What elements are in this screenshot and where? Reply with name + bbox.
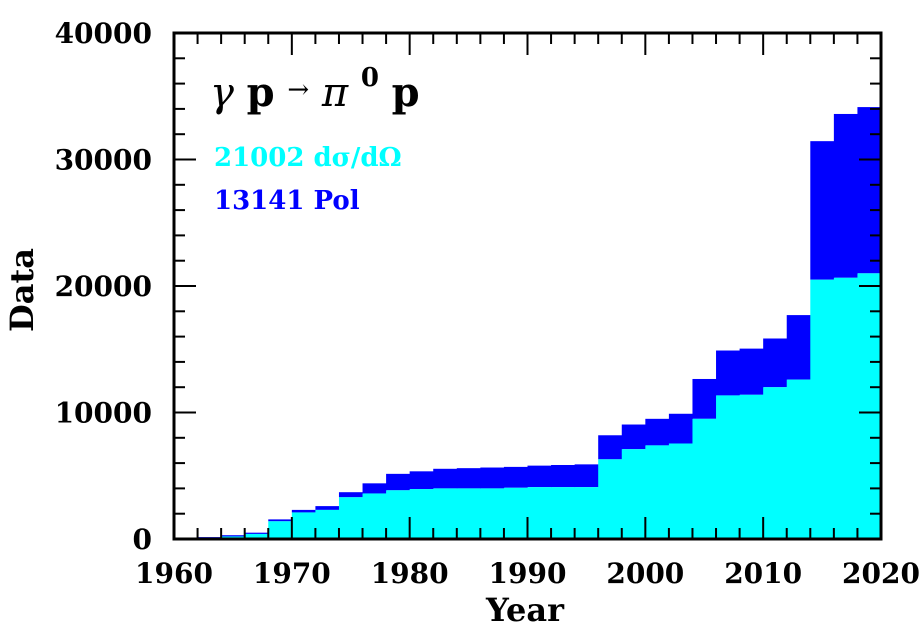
bar-dsigma	[433, 488, 458, 539]
reaction-label: γ p → π 0 p	[210, 50, 420, 116]
y-tick-labels: 0 10000 20000 30000 40000	[55, 17, 152, 556]
y-tick-label: 40000	[55, 17, 152, 50]
bar-pol	[668, 413, 693, 444]
step-histogram	[197, 107, 882, 539]
bar-dsigma	[409, 489, 434, 539]
bar-pol	[810, 141, 835, 280]
x-tick-label: 1960	[135, 557, 213, 590]
bar-pol	[456, 468, 481, 489]
bar-pol	[598, 435, 623, 460]
bar-pol	[221, 535, 246, 537]
y-tick-label: 0	[133, 523, 152, 556]
x-tick-label: 1980	[371, 557, 449, 590]
bar-pol	[645, 418, 670, 446]
bar-dsigma	[551, 487, 576, 539]
bar-pol	[244, 532, 269, 534]
x-axis-title: Year	[485, 591, 565, 629]
bar-pol	[268, 519, 293, 522]
y-tick-label: 10000	[55, 397, 152, 430]
bar-pol	[480, 467, 505, 489]
reaction-proton-out: p	[392, 69, 420, 116]
bar-dsigma	[645, 445, 670, 539]
bar-dsigma	[857, 273, 882, 539]
bar-pol	[291, 509, 316, 513]
bar-dsigma	[692, 418, 717, 539]
x-tick-label: 2010	[724, 557, 802, 590]
reaction-superscript: 0	[361, 63, 379, 93]
bar-pol	[786, 315, 811, 380]
x-tick-label: 1970	[253, 557, 331, 590]
x-tick-labels: 1960 1970 1980 1990 2000 2010 2020	[135, 557, 920, 590]
bar-pol	[503, 466, 528, 488]
bar-dsigma	[668, 443, 693, 539]
bar-dsigma	[716, 395, 741, 539]
bar-dsigma	[833, 277, 858, 539]
bar-dsigma	[244, 533, 269, 539]
bar-dsigma	[598, 459, 623, 539]
bar-pol	[338, 492, 364, 498]
legend-dsigma: 21002 dσ/dΩ	[214, 143, 402, 173]
bar-dsigma	[739, 394, 764, 539]
reaction-gamma: γ	[210, 70, 234, 116]
bar-dsigma	[527, 487, 552, 539]
bar-dsigma	[480, 488, 505, 539]
bar-dsigma	[621, 449, 646, 539]
bar-pol	[621, 424, 646, 450]
x-tick-label: 1990	[489, 557, 567, 590]
bar-pol	[527, 465, 552, 488]
bar-pol	[716, 350, 741, 396]
reaction-arrow: →	[287, 75, 309, 105]
bar-dsigma	[315, 509, 340, 539]
bar-pol	[857, 107, 882, 274]
bar-dsigma	[386, 490, 411, 539]
bar-dsigma	[362, 493, 387, 539]
bar-dsigma	[503, 487, 528, 539]
bar-pol	[409, 471, 434, 490]
plot-frame	[172, 31, 883, 541]
bar-pol	[833, 113, 858, 278]
bar-pol	[386, 473, 411, 491]
bar-dsigma	[456, 488, 481, 539]
legend-pol: 13141 Pol	[214, 186, 360, 216]
y-tick-label: 20000	[55, 270, 152, 303]
bar-dsigma	[268, 521, 293, 539]
y-axis-title: Data	[3, 248, 41, 332]
reaction-proton-in: p	[247, 69, 275, 116]
reaction-pi: π	[321, 70, 349, 116]
bar-pol	[551, 464, 576, 488]
bar-dsigma	[763, 387, 788, 539]
bar-pol	[315, 506, 340, 510]
axis-ticks	[173, 32, 882, 540]
x-tick-label: 2020	[842, 557, 920, 590]
bar-pol	[763, 338, 788, 388]
bar-dsigma	[574, 487, 599, 539]
x-tick-label: 2000	[606, 557, 684, 590]
bar-pol	[197, 537, 222, 538]
bar-dsigma	[810, 279, 835, 539]
bar-pol	[433, 468, 458, 489]
y-tick-label: 30000	[55, 144, 152, 177]
bar-pol	[362, 483, 387, 494]
bar-dsigma	[786, 379, 811, 539]
bar-pol	[739, 348, 764, 395]
bar-dsigma	[338, 497, 364, 539]
bar-pol	[574, 464, 599, 488]
bar-pol	[692, 378, 717, 419]
bar-dsigma	[291, 512, 316, 539]
